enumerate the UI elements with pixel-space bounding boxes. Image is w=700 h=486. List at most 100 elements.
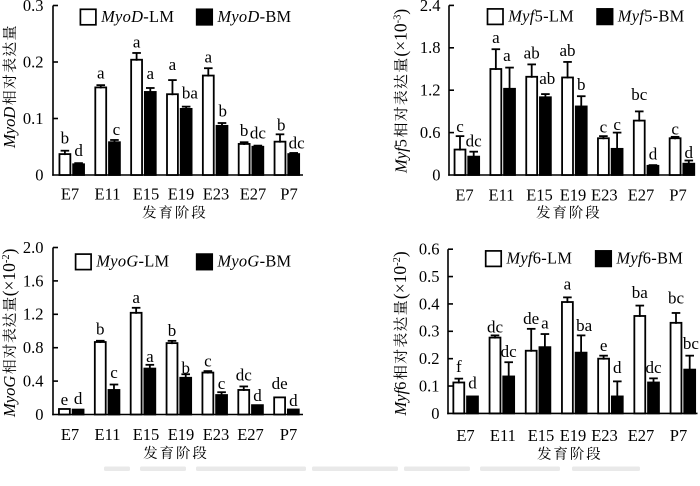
svg-text:(×10-2): (×10-2) bbox=[0, 248, 19, 296]
svg-text:c: c bbox=[218, 374, 226, 393]
svg-text:a: a bbox=[169, 55, 177, 74]
svg-text:E15: E15 bbox=[133, 425, 160, 444]
svg-text:0: 0 bbox=[431, 404, 439, 423]
svg-text:ba: ba bbox=[632, 283, 649, 302]
svg-text:P7: P7 bbox=[670, 426, 687, 445]
svg-text:a: a bbox=[132, 288, 140, 307]
svg-text:MyoG: MyoG bbox=[0, 376, 19, 418]
svg-text:0: 0 bbox=[35, 405, 43, 424]
svg-text:E7: E7 bbox=[455, 186, 473, 205]
svg-text:E19: E19 bbox=[560, 186, 587, 205]
svg-text:MyoD: MyoD bbox=[0, 107, 19, 149]
svg-text:b: b bbox=[240, 121, 249, 140]
svg-text:1.2: 1.2 bbox=[420, 81, 441, 100]
svg-text:1.2: 1.2 bbox=[23, 305, 44, 324]
svg-text:Myf6-LM: Myf6-LM bbox=[505, 249, 572, 268]
svg-text:b: b bbox=[96, 320, 105, 339]
svg-text:5: 5 bbox=[391, 139, 410, 147]
svg-text:0.8: 0.8 bbox=[23, 338, 44, 357]
svg-text:a: a bbox=[133, 33, 141, 52]
svg-text:Myf6-BM: Myf6-BM bbox=[615, 249, 683, 268]
svg-text:0.2: 0.2 bbox=[23, 52, 44, 71]
svg-text:c: c bbox=[456, 117, 464, 136]
svg-text:dc: dc bbox=[250, 124, 267, 143]
svg-text:Myf: Myf bbox=[391, 387, 410, 416]
svg-text:b: b bbox=[61, 129, 70, 148]
svg-text:E11: E11 bbox=[95, 425, 121, 444]
svg-text:E19: E19 bbox=[168, 185, 195, 204]
svg-text:b: b bbox=[181, 359, 190, 378]
svg-text:E11: E11 bbox=[490, 426, 516, 445]
svg-text:0.6: 0.6 bbox=[419, 240, 440, 259]
svg-text:bc: bc bbox=[683, 334, 700, 353]
svg-text:a: a bbox=[564, 274, 572, 293]
svg-text:0.1: 0.1 bbox=[419, 376, 440, 395]
svg-text:d: d bbox=[649, 145, 658, 164]
svg-text:1.8: 1.8 bbox=[420, 38, 441, 57]
svg-text:E11: E11 bbox=[95, 185, 121, 204]
svg-text:de: de bbox=[272, 374, 288, 393]
svg-text:P7: P7 bbox=[280, 425, 297, 444]
svg-text:0.5: 0.5 bbox=[419, 267, 440, 286]
svg-text:Myf5-LM: Myf5-LM bbox=[507, 7, 574, 26]
svg-text:E19: E19 bbox=[168, 425, 195, 444]
svg-text:d: d bbox=[468, 373, 477, 392]
svg-text:a: a bbox=[97, 63, 105, 82]
svg-text:0.3: 0.3 bbox=[23, 0, 44, 15]
svg-text:E19: E19 bbox=[560, 426, 587, 445]
svg-text:P7: P7 bbox=[669, 186, 686, 205]
svg-text:E7: E7 bbox=[61, 425, 79, 444]
svg-text:dc: dc bbox=[466, 132, 483, 151]
svg-text:c: c bbox=[671, 119, 679, 138]
svg-text:ab: ab bbox=[560, 41, 576, 60]
svg-text:0.3: 0.3 bbox=[419, 322, 440, 341]
svg-text:dc: dc bbox=[487, 317, 504, 336]
svg-text:E7: E7 bbox=[61, 185, 79, 204]
svg-text:c: c bbox=[113, 120, 121, 139]
svg-text:E27: E27 bbox=[628, 426, 655, 445]
svg-text:b: b bbox=[277, 116, 286, 135]
svg-text:E15: E15 bbox=[528, 426, 555, 445]
svg-text:Myf: Myf bbox=[391, 145, 410, 174]
svg-text:c: c bbox=[613, 115, 621, 134]
svg-text:dc: dc bbox=[289, 134, 306, 153]
svg-text:de: de bbox=[523, 309, 539, 328]
svg-text:(×10-2): (×10-2) bbox=[390, 251, 410, 299]
svg-text:d: d bbox=[74, 141, 83, 160]
svg-text:ab: ab bbox=[539, 69, 555, 88]
svg-text:c: c bbox=[600, 118, 608, 137]
svg-text:MyoG-BM: MyoG-BM bbox=[216, 252, 291, 271]
svg-text:ba: ba bbox=[182, 84, 199, 103]
svg-text:bc: bc bbox=[668, 288, 685, 307]
svg-text:dc: dc bbox=[645, 358, 662, 377]
svg-text:(×10-3): (×10-3) bbox=[390, 9, 410, 57]
svg-text:bc: bc bbox=[631, 85, 648, 104]
svg-text:2.0: 2.0 bbox=[23, 238, 44, 257]
svg-text:b: b bbox=[577, 75, 586, 94]
svg-text:2.4: 2.4 bbox=[420, 0, 441, 15]
svg-text:dc: dc bbox=[501, 342, 518, 361]
svg-text:E15: E15 bbox=[133, 185, 160, 204]
svg-text:0.6: 0.6 bbox=[420, 123, 441, 142]
svg-text:a: a bbox=[503, 46, 511, 65]
svg-text:1.6: 1.6 bbox=[23, 271, 44, 290]
svg-text:Myf5-BM: Myf5-BM bbox=[617, 7, 685, 26]
svg-text:E7: E7 bbox=[456, 426, 474, 445]
svg-text:d: d bbox=[685, 143, 694, 162]
svg-text:6: 6 bbox=[391, 382, 410, 390]
svg-text:dc: dc bbox=[236, 366, 253, 385]
svg-text:E27: E27 bbox=[237, 425, 264, 444]
svg-text:E23: E23 bbox=[591, 426, 618, 445]
svg-text:0.1: 0.1 bbox=[23, 109, 44, 128]
svg-text:a: a bbox=[146, 347, 154, 366]
svg-text:0: 0 bbox=[432, 165, 440, 184]
svg-text:b: b bbox=[168, 321, 177, 340]
svg-text:d: d bbox=[289, 391, 298, 410]
svg-text:0: 0 bbox=[35, 165, 43, 184]
svg-text:E23: E23 bbox=[203, 425, 230, 444]
svg-text:a: a bbox=[492, 28, 500, 47]
svg-text:MyoD-LM: MyoD-LM bbox=[100, 7, 174, 26]
svg-text:0.4: 0.4 bbox=[23, 372, 44, 391]
svg-text:c: c bbox=[110, 363, 118, 382]
svg-text:e: e bbox=[600, 336, 608, 355]
